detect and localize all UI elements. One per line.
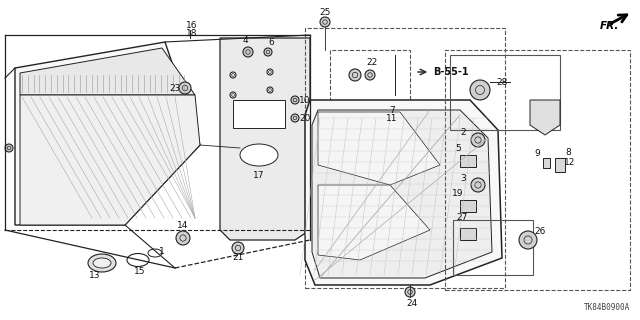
Text: 27: 27 xyxy=(456,213,468,222)
Polygon shape xyxy=(15,42,200,225)
Text: 16: 16 xyxy=(186,20,198,29)
Circle shape xyxy=(179,82,191,94)
Bar xyxy=(305,28,505,288)
Text: 4: 4 xyxy=(242,36,248,44)
Text: 21: 21 xyxy=(232,253,244,262)
Text: 7: 7 xyxy=(389,106,395,115)
Text: 10: 10 xyxy=(300,95,311,105)
Bar xyxy=(233,100,285,128)
Polygon shape xyxy=(20,95,200,225)
Ellipse shape xyxy=(93,258,111,268)
Text: 17: 17 xyxy=(253,171,265,180)
Circle shape xyxy=(176,231,190,245)
Bar xyxy=(555,158,565,172)
Circle shape xyxy=(471,178,485,192)
Bar xyxy=(445,50,630,290)
Text: 9: 9 xyxy=(534,148,540,157)
Circle shape xyxy=(471,133,485,147)
Text: 28: 28 xyxy=(496,77,508,86)
Circle shape xyxy=(5,144,13,152)
Circle shape xyxy=(267,69,273,75)
Text: 26: 26 xyxy=(534,228,546,236)
Text: 6: 6 xyxy=(268,37,274,46)
Polygon shape xyxy=(312,110,492,278)
Bar xyxy=(460,155,476,167)
Text: 11: 11 xyxy=(387,114,397,123)
Circle shape xyxy=(243,47,253,57)
Text: 25: 25 xyxy=(319,7,331,17)
Circle shape xyxy=(267,87,273,93)
Circle shape xyxy=(365,70,375,80)
Text: 18: 18 xyxy=(186,28,198,37)
Bar xyxy=(330,50,410,102)
Bar xyxy=(460,200,476,212)
Bar xyxy=(543,158,550,168)
Circle shape xyxy=(232,242,244,254)
Text: 19: 19 xyxy=(452,188,464,197)
Text: 13: 13 xyxy=(89,270,100,279)
Circle shape xyxy=(264,48,272,56)
Text: B-55-1: B-55-1 xyxy=(433,67,468,77)
Text: 15: 15 xyxy=(134,268,146,276)
Text: 1: 1 xyxy=(159,247,165,257)
Text: FR.: FR. xyxy=(600,21,620,31)
Text: 12: 12 xyxy=(564,157,576,166)
Text: 8: 8 xyxy=(565,148,571,156)
Text: 20: 20 xyxy=(300,114,310,123)
Text: 3: 3 xyxy=(460,173,466,182)
Circle shape xyxy=(291,114,299,122)
Text: 24: 24 xyxy=(406,299,418,308)
Polygon shape xyxy=(20,48,195,95)
Circle shape xyxy=(230,72,236,78)
Polygon shape xyxy=(318,185,430,260)
Polygon shape xyxy=(530,100,560,135)
Circle shape xyxy=(470,80,490,100)
Text: 5: 5 xyxy=(455,143,461,153)
Circle shape xyxy=(405,287,415,297)
Ellipse shape xyxy=(240,144,278,166)
Text: 23: 23 xyxy=(170,84,180,92)
Circle shape xyxy=(291,96,299,104)
Bar xyxy=(460,228,476,240)
Bar xyxy=(450,55,560,130)
Bar xyxy=(453,220,533,275)
Circle shape xyxy=(320,17,330,27)
Text: TK84B0900A: TK84B0900A xyxy=(584,303,630,313)
Text: 2: 2 xyxy=(460,127,466,137)
Ellipse shape xyxy=(88,254,116,272)
Circle shape xyxy=(230,92,236,98)
Polygon shape xyxy=(220,38,310,240)
Text: 22: 22 xyxy=(366,58,378,67)
Polygon shape xyxy=(318,112,440,185)
Polygon shape xyxy=(305,100,502,285)
Text: 14: 14 xyxy=(177,221,189,230)
Circle shape xyxy=(519,231,537,249)
Circle shape xyxy=(349,69,361,81)
